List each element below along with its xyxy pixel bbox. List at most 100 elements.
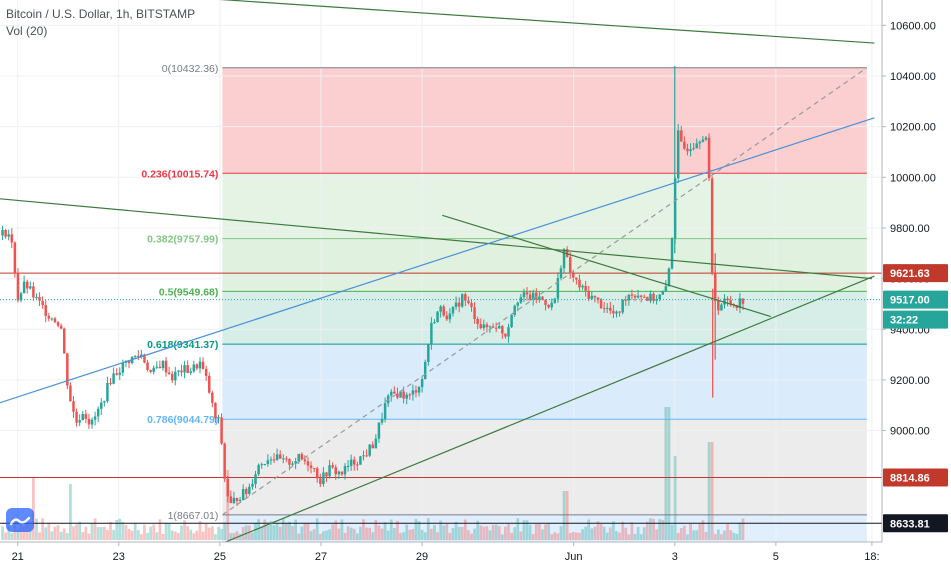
candle-body bbox=[649, 293, 652, 301]
volume-bar bbox=[183, 520, 186, 540]
candle-body bbox=[306, 461, 310, 466]
price-candle bbox=[140, 349, 143, 359]
candle-body bbox=[393, 391, 396, 394]
time-tick-label: 25 bbox=[214, 551, 226, 563]
candle-body bbox=[340, 471, 344, 475]
price-candle bbox=[195, 363, 199, 371]
candle-body bbox=[32, 286, 35, 298]
tradingview-logo-icon[interactable] bbox=[6, 508, 34, 532]
trend-lines[interactable] bbox=[0, 0, 875, 556]
price-candle bbox=[229, 490, 233, 504]
candle-body bbox=[522, 292, 526, 298]
volume-bar bbox=[485, 526, 489, 540]
volume-bar bbox=[260, 526, 264, 540]
fib-zone-0.786 bbox=[222, 419, 867, 515]
candle-body bbox=[103, 401, 106, 403]
volume-bar bbox=[10, 533, 14, 540]
volume-bar bbox=[439, 520, 443, 540]
volume-bar bbox=[112, 529, 115, 540]
volume-bar bbox=[155, 532, 159, 540]
price-axis[interactable]: 9000.009200.009400.009600.009800.0010000… bbox=[881, 0, 951, 578]
price-candle bbox=[565, 246, 569, 258]
price-candle bbox=[646, 296, 649, 302]
mid-descending-trendline bbox=[0, 198, 872, 280]
candle-body bbox=[365, 455, 368, 457]
price-candle bbox=[470, 298, 473, 312]
price-candle bbox=[596, 297, 600, 304]
volume-bar bbox=[608, 527, 612, 540]
price-tag-8814.86-label: 8814.86 bbox=[890, 472, 930, 484]
candle-body bbox=[609, 307, 612, 311]
volume-bar bbox=[436, 532, 439, 540]
candle-body bbox=[334, 467, 337, 475]
candle-body bbox=[541, 296, 544, 300]
candle-body bbox=[106, 382, 109, 402]
price-candle bbox=[35, 293, 38, 300]
volume-bar bbox=[479, 525, 483, 540]
price-tag-8814.86-box bbox=[883, 468, 948, 487]
volume-bar bbox=[720, 534, 723, 540]
volume-bar bbox=[433, 525, 436, 540]
fib-zone-1 bbox=[222, 514, 867, 542]
volume-bar bbox=[667, 407, 671, 540]
volume-bar bbox=[587, 519, 591, 540]
volume-bar bbox=[686, 534, 689, 540]
candle-body bbox=[315, 468, 319, 479]
volume-bar bbox=[673, 456, 677, 540]
fib-level-label: 1(8667.01) bbox=[168, 510, 219, 522]
candle-body bbox=[513, 305, 516, 315]
candle-body bbox=[288, 458, 291, 465]
candle-body bbox=[146, 362, 149, 370]
price-candle bbox=[340, 471, 344, 477]
price-candle bbox=[590, 291, 594, 301]
candle-body bbox=[399, 391, 402, 398]
candle-body bbox=[664, 286, 668, 291]
candle-body bbox=[525, 292, 529, 295]
volume-bar bbox=[214, 534, 217, 540]
candle-body bbox=[433, 322, 436, 324]
volume-bar bbox=[158, 519, 162, 540]
volume-bar bbox=[519, 531, 523, 540]
volume-bar bbox=[297, 533, 301, 540]
price-candle bbox=[170, 370, 174, 383]
candle-body bbox=[396, 393, 399, 398]
price-candle bbox=[59, 323, 63, 330]
price-candle bbox=[639, 294, 643, 303]
price-candle bbox=[501, 324, 504, 339]
symbol-title[interactable]: Bitcoin / U.S. Dollar, 1h, BITSTAMP bbox=[6, 7, 196, 21]
volume-bar bbox=[383, 522, 387, 540]
price-candle bbox=[155, 361, 159, 370]
volume-bar bbox=[109, 521, 112, 540]
candle-body bbox=[257, 464, 260, 475]
price-tag-8633.81-box bbox=[883, 514, 948, 533]
volume-bar bbox=[581, 529, 584, 540]
fibonacci-levels[interactable]: 0(10432.36) 0.236(10015.74) 0.382(9757.99)… bbox=[141, 63, 867, 522]
time-axis[interactable]: 21 23 25 27 29 Jun 3 5 18: bbox=[0, 541, 951, 578]
candle-body bbox=[62, 328, 66, 354]
candle-body bbox=[109, 382, 112, 384]
price-candle bbox=[322, 466, 325, 487]
candle-body bbox=[81, 413, 84, 421]
candle-body bbox=[575, 277, 578, 280]
candle-body bbox=[704, 137, 708, 140]
volume-bar bbox=[411, 529, 415, 540]
price-candle bbox=[198, 357, 202, 374]
volume-bar bbox=[201, 531, 205, 540]
candle-body bbox=[485, 324, 489, 328]
candle-body bbox=[368, 444, 371, 456]
volume-bar bbox=[448, 532, 452, 540]
candle-body bbox=[581, 285, 584, 288]
fib-zone-0.236 bbox=[222, 173, 867, 239]
fib-level-label: 0(10432.36) bbox=[162, 63, 219, 75]
candle-body bbox=[282, 458, 285, 460]
volume-indicator-label[interactable]: Vol (20) bbox=[6, 24, 48, 38]
price-candle bbox=[217, 414, 220, 424]
price-candle bbox=[223, 442, 226, 482]
price-candle bbox=[93, 411, 97, 426]
volume-bar bbox=[226, 470, 230, 540]
price-candle bbox=[510, 314, 513, 329]
candle-body bbox=[133, 355, 137, 357]
price-candle bbox=[100, 398, 103, 416]
horizontal-price-lines[interactable] bbox=[0, 272, 882, 524]
